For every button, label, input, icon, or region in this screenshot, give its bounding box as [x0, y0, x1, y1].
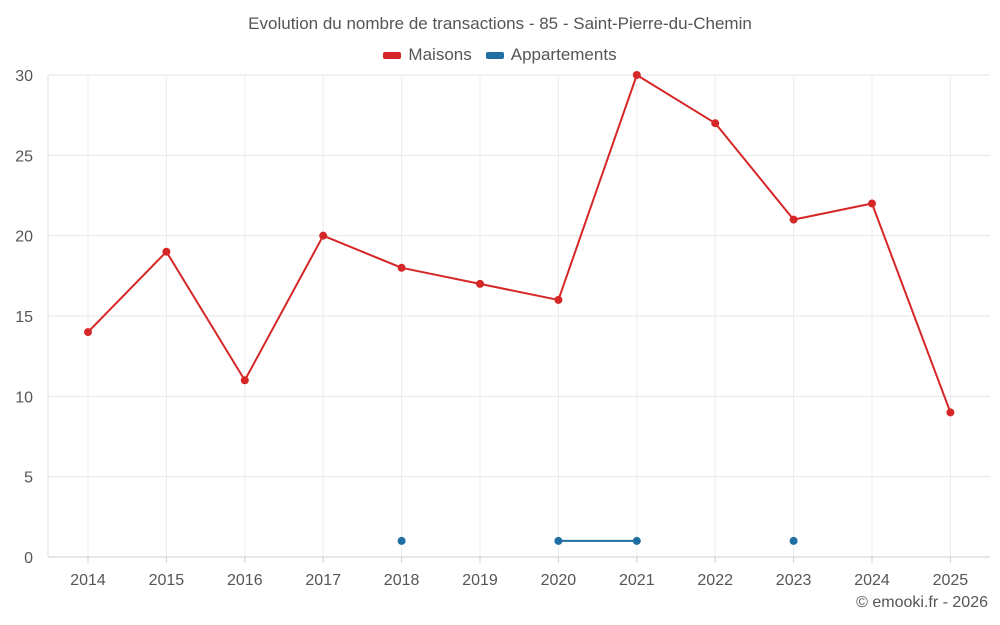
series-line-maisons [557, 74, 638, 301]
series-line-maisons [635, 74, 717, 125]
data-point-appartements[interactable] [554, 536, 563, 545]
x-tick-label: 2019 [462, 572, 498, 589]
series-line-maisons [400, 266, 481, 285]
data-point-maisons[interactable] [946, 408, 955, 417]
series-line-maisons [322, 234, 403, 269]
x-tick-label: 2024 [854, 572, 890, 589]
data-point-maisons[interactable] [476, 279, 484, 288]
x-tick-label: 2020 [541, 572, 577, 589]
x-tick-label: 2025 [933, 572, 969, 589]
data-point-maisons[interactable] [319, 231, 328, 240]
chart-title: Evolution du nombre de transactions - 85… [248, 14, 752, 33]
x-tick-label: 2016 [227, 572, 263, 589]
x-tick-label: 2021 [619, 572, 655, 589]
legend-label-appartements: Appartements [510, 45, 617, 64]
data-point-maisons[interactable] [868, 199, 876, 208]
x-tick-label: 2018 [384, 572, 420, 589]
legend-label-maisons: Maisons [408, 45, 472, 64]
x-tick-label: 2017 [305, 572, 341, 589]
data-point-maisons[interactable] [711, 119, 720, 128]
legend-swatch-appartements [485, 51, 504, 59]
data-point-appartements[interactable] [789, 536, 798, 545]
legend-swatch-maisons [383, 51, 402, 59]
x-tick-label: 2023 [776, 572, 812, 589]
data-point-maisons[interactable] [397, 263, 406, 272]
x-tick-label: 2015 [149, 572, 185, 589]
y-tick-label: 10 [15, 389, 33, 406]
y-tick-label: 15 [15, 309, 33, 326]
data-point-appartements[interactable] [397, 536, 406, 545]
series-line-maisons [714, 122, 795, 221]
data-point-maisons[interactable] [632, 71, 641, 79]
y-tick-label: 25 [15, 148, 33, 165]
x-tick-label: 2014 [70, 572, 106, 589]
x-tick-label: 2022 [697, 572, 733, 589]
series-line-maisons [792, 202, 873, 221]
data-point-maisons[interactable] [789, 215, 798, 224]
data-point-maisons[interactable] [162, 247, 171, 256]
data-point-appartements[interactable] [632, 536, 641, 545]
series-line-maisons [871, 202, 952, 414]
credit-text: © emooki.fr - 2026 [856, 594, 988, 611]
data-point-maisons[interactable] [554, 295, 563, 304]
y-tick-label: 0 [24, 550, 33, 567]
series-line-maisons [87, 250, 168, 334]
y-tick-label: 30 [15, 68, 33, 85]
series-line-maisons [165, 250, 246, 382]
data-point-maisons[interactable] [84, 328, 92, 337]
legend: Maisons Appartements [0, 45, 1000, 65]
legend-item-appartements[interactable]: Appartements [485, 45, 617, 65]
y-tick-label: 20 [15, 229, 33, 246]
legend-item-maisons[interactable]: Maisons [383, 45, 472, 65]
data-point-maisons[interactable] [240, 376, 249, 385]
series-line-maisons [479, 282, 560, 301]
y-tick-label: 5 [24, 470, 33, 487]
series-line-maisons [243, 234, 325, 382]
